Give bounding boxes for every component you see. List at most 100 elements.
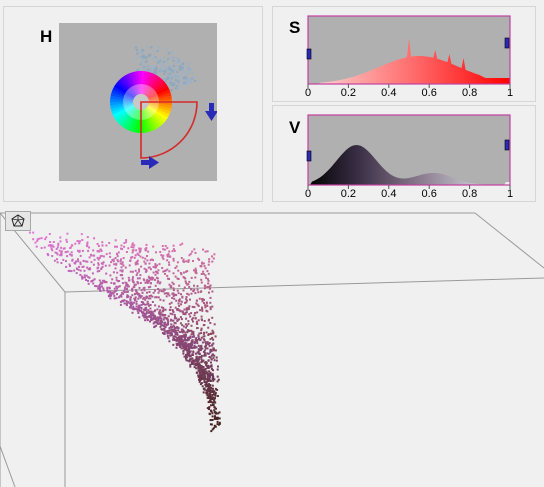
scatter-point xyxy=(163,322,166,325)
scatter-point xyxy=(164,314,167,316)
hue-point xyxy=(172,82,175,85)
scatter-point xyxy=(98,269,101,272)
scatter-point xyxy=(209,365,212,368)
scatter-point xyxy=(202,391,205,394)
scatter-point xyxy=(202,368,205,371)
scatter-point xyxy=(210,400,213,403)
color-wheel-sector xyxy=(111,102,141,118)
hue-handle-right[interactable] xyxy=(205,103,217,121)
scatter-point xyxy=(125,251,128,253)
scatter-point xyxy=(159,325,162,328)
scatter-point xyxy=(163,288,166,291)
scatter-point xyxy=(57,244,60,247)
hue-point xyxy=(141,49,144,52)
scatter-point xyxy=(126,290,129,293)
scatter-point xyxy=(172,324,175,327)
value-max-handle[interactable] xyxy=(504,139,510,151)
scatter-point xyxy=(79,254,82,257)
scatter-point xyxy=(156,281,159,284)
tick-label: 0.2 xyxy=(340,87,357,99)
scatter-point xyxy=(201,308,204,311)
scatter-point xyxy=(198,258,201,261)
scatter-point xyxy=(176,308,178,311)
scatter-point xyxy=(186,351,189,354)
scatter-point xyxy=(188,285,191,288)
scatter-point xyxy=(119,262,122,265)
scatter-point xyxy=(55,252,58,254)
rotate-3d-button[interactable] xyxy=(5,211,31,231)
hue-plot[interactable] xyxy=(59,23,217,181)
scatter-point xyxy=(201,261,204,264)
scatter-point xyxy=(142,314,145,317)
scatter-point xyxy=(200,315,203,318)
hue-selection-sector[interactable] xyxy=(140,101,198,159)
scatter-point xyxy=(176,339,179,342)
color-wheel-sector xyxy=(131,71,141,102)
scatter-point xyxy=(177,269,180,272)
scatter-point xyxy=(87,276,90,279)
scatter-point xyxy=(208,342,211,345)
scatter-point xyxy=(144,309,146,312)
scatter-point xyxy=(206,352,209,355)
scatter-point xyxy=(138,249,141,252)
scatter-point xyxy=(124,266,127,269)
scatter-point xyxy=(96,243,99,245)
scatter-point xyxy=(136,309,139,312)
scatter-point xyxy=(185,359,188,362)
scatter-point xyxy=(86,260,89,263)
scatter-point xyxy=(206,374,209,377)
saturation-max-handle[interactable] xyxy=(504,37,510,49)
scatter-point xyxy=(206,372,209,375)
scatter-point xyxy=(210,349,213,351)
scatter-point xyxy=(169,319,172,322)
scatter-point xyxy=(96,270,99,273)
scatter-point xyxy=(177,327,180,330)
scatter-point xyxy=(59,253,62,256)
scatter-point xyxy=(115,262,118,265)
scatter-point-cloud xyxy=(28,231,221,433)
scatter-point xyxy=(210,361,212,364)
scatter-point xyxy=(216,420,219,423)
scatter-point xyxy=(144,319,147,322)
scatter-point xyxy=(180,273,183,276)
scatter-point xyxy=(177,309,180,312)
scatter-point xyxy=(197,257,200,260)
hue-point xyxy=(171,52,174,55)
hue-handle-bottom[interactable] xyxy=(141,156,159,169)
scatter-point xyxy=(185,260,188,263)
scatter-point xyxy=(206,341,209,344)
scatter-point xyxy=(130,301,133,304)
hue-point xyxy=(155,65,158,68)
color-wheel-sector xyxy=(110,102,141,109)
scatter-point xyxy=(92,282,95,285)
scatter-point xyxy=(209,338,212,341)
scatter-point xyxy=(215,407,217,410)
scatter-point xyxy=(204,267,207,270)
scatter-point xyxy=(148,314,151,317)
hue-point xyxy=(176,74,179,77)
scatter-point xyxy=(109,255,112,258)
scatter-point xyxy=(141,256,144,259)
scatter-point xyxy=(59,236,62,239)
saturation-histogram[interactable] xyxy=(273,7,537,103)
scatter-point xyxy=(69,246,72,249)
scatter-point xyxy=(83,269,86,272)
value-min-handle[interactable] xyxy=(306,150,312,162)
scatter-point xyxy=(218,411,221,414)
scatter-point xyxy=(185,311,188,314)
scatter-point xyxy=(208,287,211,290)
hue-point xyxy=(187,68,190,71)
scatter-point xyxy=(212,338,215,341)
hue-point xyxy=(169,57,172,60)
value-histogram[interactable] xyxy=(273,106,537,203)
scatter-point xyxy=(150,319,153,322)
scatter-point xyxy=(159,281,162,284)
scatter-point xyxy=(88,246,91,249)
scatter-point xyxy=(120,293,123,296)
scatter-point xyxy=(143,316,146,319)
saturation-min-handle[interactable] xyxy=(306,48,312,60)
scatter-point xyxy=(189,365,192,368)
hue-point xyxy=(163,72,166,75)
scatter-point xyxy=(119,269,122,272)
3d-scatter-plot[interactable] xyxy=(0,208,544,487)
